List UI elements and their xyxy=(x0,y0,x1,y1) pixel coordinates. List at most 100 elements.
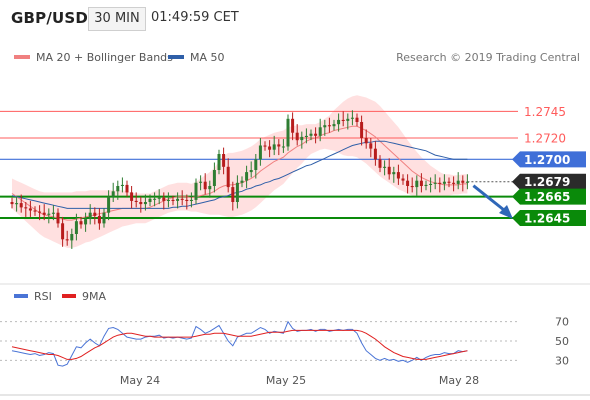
candle xyxy=(337,113,341,132)
candle-body xyxy=(346,118,350,121)
candle xyxy=(157,189,161,205)
candle-body xyxy=(111,191,115,197)
candle-body xyxy=(61,223,65,240)
candle xyxy=(134,192,138,208)
candle xyxy=(438,177,442,193)
bollinger-band xyxy=(12,95,468,248)
candle-body xyxy=(360,122,364,138)
candle-body xyxy=(364,138,368,144)
candle xyxy=(277,139,281,156)
candle-body xyxy=(189,199,193,201)
candle-body xyxy=(19,203,23,208)
candle xyxy=(79,216,83,229)
candle-body xyxy=(125,184,129,193)
candle xyxy=(341,111,345,127)
candle-body xyxy=(304,135,308,137)
timeframe-selector[interactable]: 30 MIN xyxy=(88,7,146,31)
candle-body xyxy=(465,181,469,183)
candle-body xyxy=(166,199,170,201)
candle xyxy=(314,127,318,144)
bollinger-legend-swatch xyxy=(14,55,30,59)
candle-body xyxy=(33,210,37,212)
candle-body xyxy=(10,202,14,205)
candle xyxy=(355,113,359,127)
candle xyxy=(47,208,51,224)
candle xyxy=(166,192,170,208)
candle-body xyxy=(15,203,19,205)
price-levels xyxy=(0,110,518,219)
level-label-1-2645: 1.2645 xyxy=(512,210,586,226)
candle xyxy=(392,166,396,183)
candle xyxy=(42,204,46,221)
moving-averages xyxy=(11,125,468,221)
candle-body xyxy=(429,183,433,185)
candle xyxy=(56,208,60,228)
candle xyxy=(28,200,32,217)
level-label-text: 1.2745 xyxy=(524,105,566,119)
candle-body xyxy=(24,207,28,209)
candle xyxy=(176,192,180,209)
level-label-text: 1.2720 xyxy=(524,132,566,146)
candle xyxy=(120,177,124,193)
candle-body xyxy=(208,186,212,190)
candle xyxy=(93,207,97,225)
candle-body xyxy=(461,180,465,183)
candle-body xyxy=(419,180,423,186)
candle xyxy=(442,174,446,191)
candle xyxy=(291,112,295,141)
candle xyxy=(429,177,433,193)
candle-body xyxy=(314,133,318,136)
candle-body xyxy=(199,181,203,183)
candle-body xyxy=(65,239,69,241)
candle xyxy=(401,174,405,185)
candle-body xyxy=(203,181,207,190)
x-tick-label: May 25 xyxy=(266,374,306,387)
candle xyxy=(424,180,428,191)
candle xyxy=(419,173,423,193)
candle xyxy=(304,128,308,144)
candle xyxy=(447,177,451,188)
candle xyxy=(295,124,299,146)
candle-body xyxy=(42,212,46,215)
candle-body xyxy=(56,212,60,224)
candle-body xyxy=(295,132,299,141)
candle-body xyxy=(309,133,313,136)
candle xyxy=(360,115,364,146)
candle xyxy=(148,194,152,207)
candle xyxy=(383,160,387,176)
candle xyxy=(180,190,184,206)
candle-body xyxy=(226,166,230,188)
candle-body xyxy=(332,124,336,127)
rsi-legend-label: RSI xyxy=(34,290,52,303)
candle-body xyxy=(38,211,42,213)
rsi-tick-label: 70 xyxy=(555,316,569,329)
candle xyxy=(309,129,313,141)
candle xyxy=(281,139,285,153)
candle xyxy=(70,228,74,249)
candle-body xyxy=(387,166,391,175)
level-label-text: 1.2645 xyxy=(524,212,570,226)
candle-body xyxy=(424,184,428,186)
ma9-legend-label: 9MA xyxy=(82,290,106,303)
level-label-box xyxy=(512,188,586,205)
x-tick-label: May 24 xyxy=(120,374,160,387)
level-label-text: 1.2700 xyxy=(524,153,570,167)
candle xyxy=(258,138,262,166)
level-label-text: 1.2679 xyxy=(524,175,570,189)
candle-body xyxy=(249,170,253,173)
time-label: 01:49:59 CET xyxy=(151,10,239,25)
candle-body xyxy=(185,199,189,201)
candle xyxy=(199,175,203,191)
candle-body xyxy=(212,170,216,186)
level-label-1-2679: 1.2679 xyxy=(512,173,586,190)
candle-body xyxy=(79,221,83,225)
candle-body xyxy=(396,172,400,179)
ma9-legend-swatch xyxy=(62,294,76,298)
candle xyxy=(254,154,258,179)
candle-body xyxy=(337,119,341,125)
candle xyxy=(378,155,382,173)
candle xyxy=(102,208,106,228)
candle-body xyxy=(373,148,377,160)
candle xyxy=(194,178,198,205)
level-label-1-2745: 1.2745 xyxy=(524,105,566,119)
